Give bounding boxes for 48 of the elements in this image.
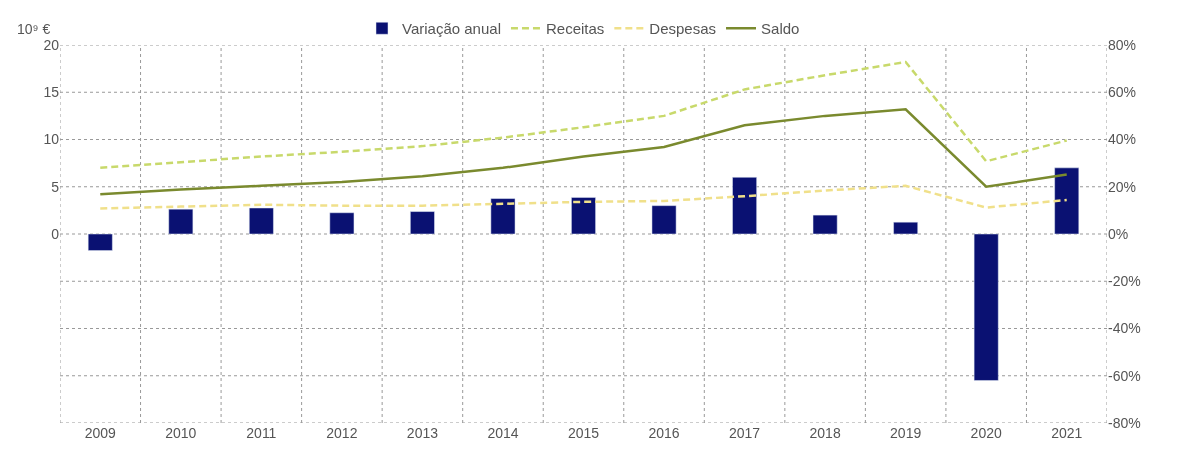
y2-tick-label: 0% (1108, 225, 1129, 242)
y-tick-label: 15 (43, 84, 60, 101)
bar (651, 205, 677, 235)
bar (490, 198, 516, 235)
x-tick-label: 2019 (890, 425, 922, 441)
line-series (99, 184, 1068, 210)
y2-tick-label: 40% (1108, 131, 1137, 148)
x-tick-label: 2017 (729, 425, 761, 441)
x-tick-label: 2018 (809, 425, 841, 441)
x-tick-label: 2015 (567, 425, 600, 441)
y2-tick-label: -20% (1108, 273, 1141, 290)
legend-label: Despesas (649, 20, 717, 38)
bar (1054, 167, 1080, 235)
x-tick-label: 2010 (165, 425, 197, 441)
bar (168, 208, 194, 235)
y2-tick-label: -80% (1108, 414, 1141, 431)
x-tick-label: 2013 (406, 425, 439, 441)
bar (812, 214, 838, 235)
x-tick-label: 2014 (487, 425, 519, 441)
x-tick-label: 2021 (1051, 425, 1083, 441)
y-axis-title: 10⁹ € (17, 21, 51, 37)
bar (893, 221, 918, 235)
legend-label: Variação anual (402, 20, 501, 38)
y2-tick-label: -60% (1108, 367, 1141, 384)
y2-tick-label: -40% (1108, 320, 1141, 337)
line-series (99, 108, 1068, 196)
y2-tick-label: 80% (1108, 36, 1137, 53)
bar (571, 197, 596, 235)
y2-tick-label: 60% (1108, 84, 1137, 101)
legend-label: Receitas (545, 20, 605, 38)
bar (329, 212, 355, 235)
line-series (99, 60, 1068, 170)
bar (249, 207, 274, 235)
bar (973, 233, 999, 381)
bar (732, 177, 757, 235)
x-tick-label: 2009 (84, 425, 117, 441)
x-tick-label: 2012 (326, 425, 358, 441)
bar (410, 211, 435, 235)
x-tick-label: 2020 (970, 425, 1002, 441)
bar (87, 233, 113, 251)
y-tick-label: 5 (51, 178, 60, 195)
y2-tick-label: 20% (1108, 178, 1137, 195)
y-tick-label: 10 (43, 131, 60, 148)
y-tick-label: 20 (43, 36, 60, 53)
y-tick-label: 0 (51, 225, 60, 242)
x-tick-label: 2011 (246, 425, 277, 441)
x-tick-label: 2016 (648, 425, 680, 441)
legend-label: Saldo (761, 20, 800, 38)
